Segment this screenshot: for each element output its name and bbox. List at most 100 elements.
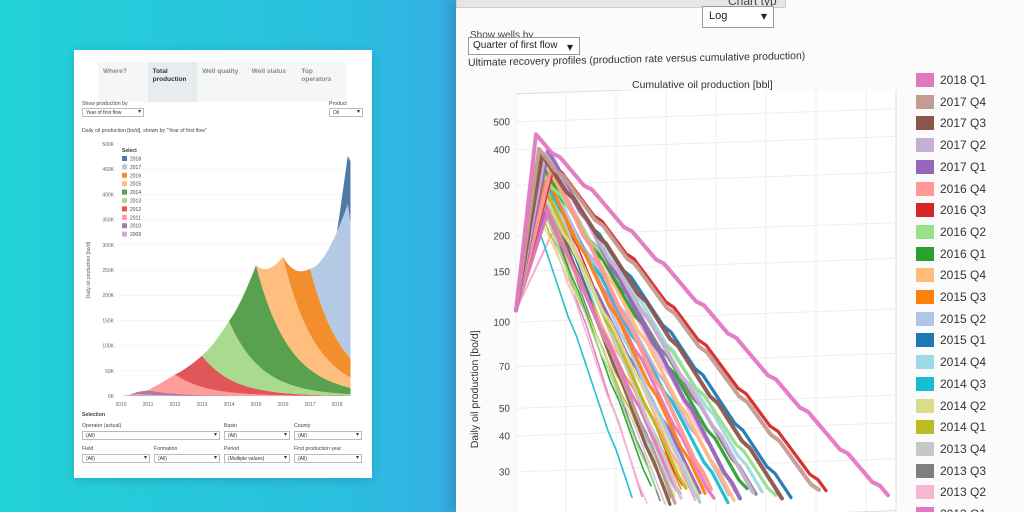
top-bar [456,0,786,8]
tab-bar: Where? Total production Well quality Wel… [98,62,346,102]
legend-item[interactable]: 2014 Q2 [916,396,986,416]
tab-well-quality[interactable]: Well quality [202,68,239,75]
decline-curve [514,188,682,495]
legend-label: 2016 Q4 [940,181,987,196]
area-series-2011 [121,374,351,396]
legend-item[interactable]: 2018 Q1 [916,70,986,90]
area-series-2016 [121,256,351,396]
legend-item[interactable]: 2015 Q1 [916,330,986,350]
x-tick-label: 2016 [277,402,288,408]
x-tick-label: 2015 [250,402,261,408]
legend-item[interactable]: 2017 Q1 [916,157,986,177]
x-tick-label: 2010 [115,402,126,408]
legend-swatch [916,420,934,435]
tab-total-production[interactable]: Total production [147,62,198,102]
legend-label-2009: 2009 [130,232,141,238]
chart-type-select[interactable]: Log [702,6,774,28]
tab-top-operators[interactable]: Top operators [301,68,332,84]
legend-swatch [916,159,934,174]
filter-operator-select[interactable]: (All) [82,431,220,440]
y-tick-label: 150 [493,267,510,279]
legend-item[interactable]: 2016 Q1 [916,244,986,264]
filter-operator-label: Operator (actual) [82,423,122,429]
show-wells-select[interactable]: Quarter of first flow [468,37,580,55]
legend-item[interactable]: 2014 Q1 [916,417,986,437]
legend-label: 2014 Q2 [940,398,987,413]
legend-item[interactable]: 2017 Q3 [916,113,986,133]
filter-county-select[interactable]: (All) [294,431,362,440]
legend-swatch [916,268,934,283]
legend-label-2014: 2014 [130,190,141,196]
y-tick-label: 0K [108,394,115,400]
legend-swatch [916,224,934,239]
legend-item[interactable]: 2014 Q4 [916,352,986,372]
legend-swatch [916,246,934,261]
legend-item[interactable]: 2013 Q2 [916,482,986,502]
legend-swatch [916,485,934,500]
filter-formation-label: Formation [154,446,178,452]
legend-item[interactable]: 2016 Q3 [916,200,986,220]
filter-formation-select[interactable]: (All) [154,454,220,463]
legend-swatch [916,441,934,456]
x-tick-label: 2011 [143,402,154,408]
legend-label-2010: 2010 [130,224,141,230]
product-select[interactable]: Oil [329,108,363,117]
y-tick-label: 40 [499,431,511,442]
legend-item[interactable]: 2014 Q3 [916,374,986,394]
legend-swatch-2017 [122,164,127,170]
h-gridline [516,135,896,151]
legend-swatch [916,398,934,413]
area-series-2012 [121,355,351,396]
legend-item[interactable]: 2013 Q3 [916,461,986,481]
legend-label: 2013 Q1 [940,507,986,512]
show-by-label: Show production by [82,101,128,107]
y-tick-label: 50K [105,369,115,375]
y-tick-label: 350K [102,218,114,224]
legend-item[interactable]: 2015 Q2 [916,309,986,329]
tab-where[interactable]: Where? [103,68,127,75]
legend-label-2018: 2018 [130,157,141,163]
filter-first-year-select[interactable]: (All) [294,454,362,463]
x-tick-label: 2017 [304,402,315,408]
legend-swatch-2012 [122,206,127,212]
legend-item[interactable]: 2016 Q2 [916,222,986,242]
legend-item[interactable]: 2015 Q3 [916,287,986,307]
legend-label: 2015 Q3 [940,290,987,304]
y-tick-label: 200 [493,231,510,243]
legend-item[interactable]: 2017 Q4 [916,92,986,112]
filter-period-label: Period [224,446,239,452]
legend-item[interactable]: 2017 Q2 [916,135,986,155]
legend-label: 2013 Q4 [940,441,987,456]
show-by-select[interactable]: Year of first flow [82,108,144,117]
decline-curve [514,179,688,490]
area-series-2014 [121,265,351,396]
legend-item[interactable]: 2015 Q4 [916,265,986,285]
legend-swatch [916,138,934,153]
legend-label: 2015 Q1 [940,333,987,348]
filter-field-label: Field [82,446,94,452]
x-tick-label: 2018 [331,402,342,408]
legend-swatch-2016 [122,172,127,178]
legend-item[interactable]: 2016 Q4 [916,179,986,199]
decline-curve [514,176,683,500]
y-tick-label: 400K [102,192,114,198]
tab-well-status[interactable]: Well status [251,68,286,75]
chart-title: Daily oil production [bo/d], shown by "Y… [82,128,207,134]
legend-label: 2015 Q2 [940,311,987,326]
recovery-panel: Chart typ Log Show wells by Quarter of f… [456,0,1024,512]
legend-swatch [916,203,934,218]
filter-period-select[interactable]: (Multiple values) [224,454,290,463]
filter-field-select[interactable]: (All) [82,454,150,463]
chart-type-label: Chart typ [728,0,777,8]
legend-item[interactable]: 2013 Q4 [916,439,986,459]
legend-title: Select [122,148,137,154]
selection-label: Selection [82,412,106,418]
legend-swatch-2014 [122,189,127,195]
decline-curve [514,171,702,504]
filter-basin-select[interactable]: (All) [224,431,290,440]
legend-label: 2014 Q1 [940,420,987,435]
legend-swatch [916,73,934,87]
decline-curve [515,222,633,499]
legend-item[interactable]: 2013 Q1 [916,504,986,512]
legend-label-2015: 2015 [130,182,141,188]
